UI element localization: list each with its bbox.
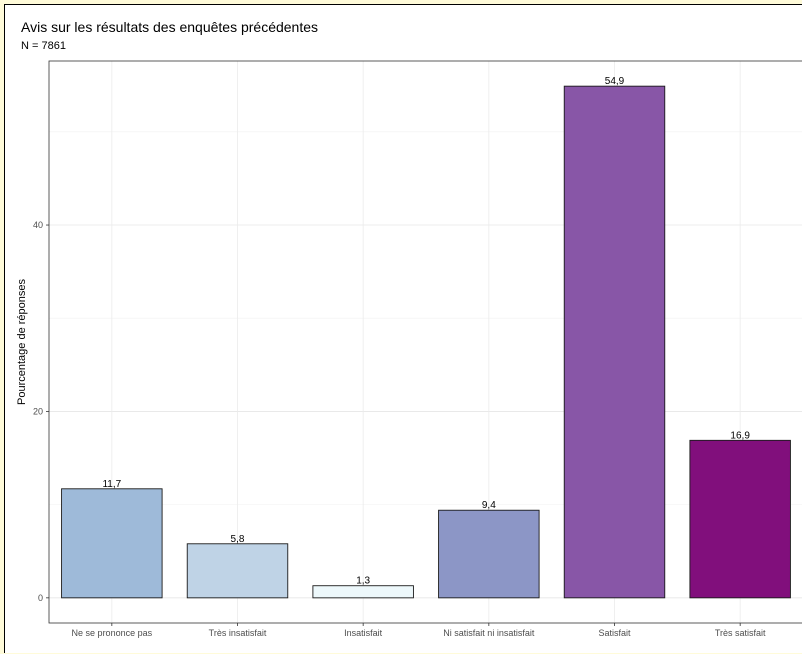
chart-subtitle: N = 7861 [21, 40, 66, 52]
data-label: 9,4 [482, 500, 496, 511]
data-labels-layer: 11,7 5,8 1,3 9,4 54,9 16,9 [102, 76, 750, 587]
y-tick-label: 20 [33, 406, 43, 416]
x-tick-label: Ni satisfait ni insatisfait [443, 628, 535, 638]
bar [689, 439, 791, 599]
bar [186, 543, 289, 599]
data-label: 16,9 [730, 430, 750, 441]
plot-panel [49, 61, 802, 623]
x-tick-label: Très insatisfait [209, 628, 267, 638]
data-label: 54,9 [605, 76, 625, 87]
x-tick-label: Insatisfait [344, 628, 383, 638]
y-tick-label: 0 [38, 593, 43, 603]
x-tick-label: Ne se prononce pas [72, 628, 153, 638]
x-tick-label: Satisfait [598, 628, 631, 638]
chart-title: Avis sur les résultats des enquêtes préc… [21, 19, 319, 35]
data-label: 5,8 [231, 534, 245, 545]
y-axis-ticks: 0 20 40 [33, 220, 49, 603]
data-label: 1,3 [356, 576, 370, 587]
x-tick-label: Très satisfait [715, 628, 766, 638]
bar [438, 509, 540, 599]
y-tick-label: 40 [33, 220, 43, 230]
chart-frame: Avis sur les résultats des enquêtes préc… [4, 4, 802, 653]
plot-border [48, 60, 802, 624]
x-axis-ticks: Ne se prononce pas Très insatisfait Insati… [72, 623, 766, 638]
y-axis-title: Pourcentage de réponses [16, 279, 28, 405]
bar [61, 488, 163, 599]
bar [563, 85, 666, 599]
bar [312, 585, 414, 599]
chart-canvas: 11,7 5,8 1,3 9,4 54,9 16,9 Ne se prononce pas… [16, 60, 802, 638]
bars-layer [61, 85, 791, 599]
data-label: 11,7 [102, 479, 121, 490]
